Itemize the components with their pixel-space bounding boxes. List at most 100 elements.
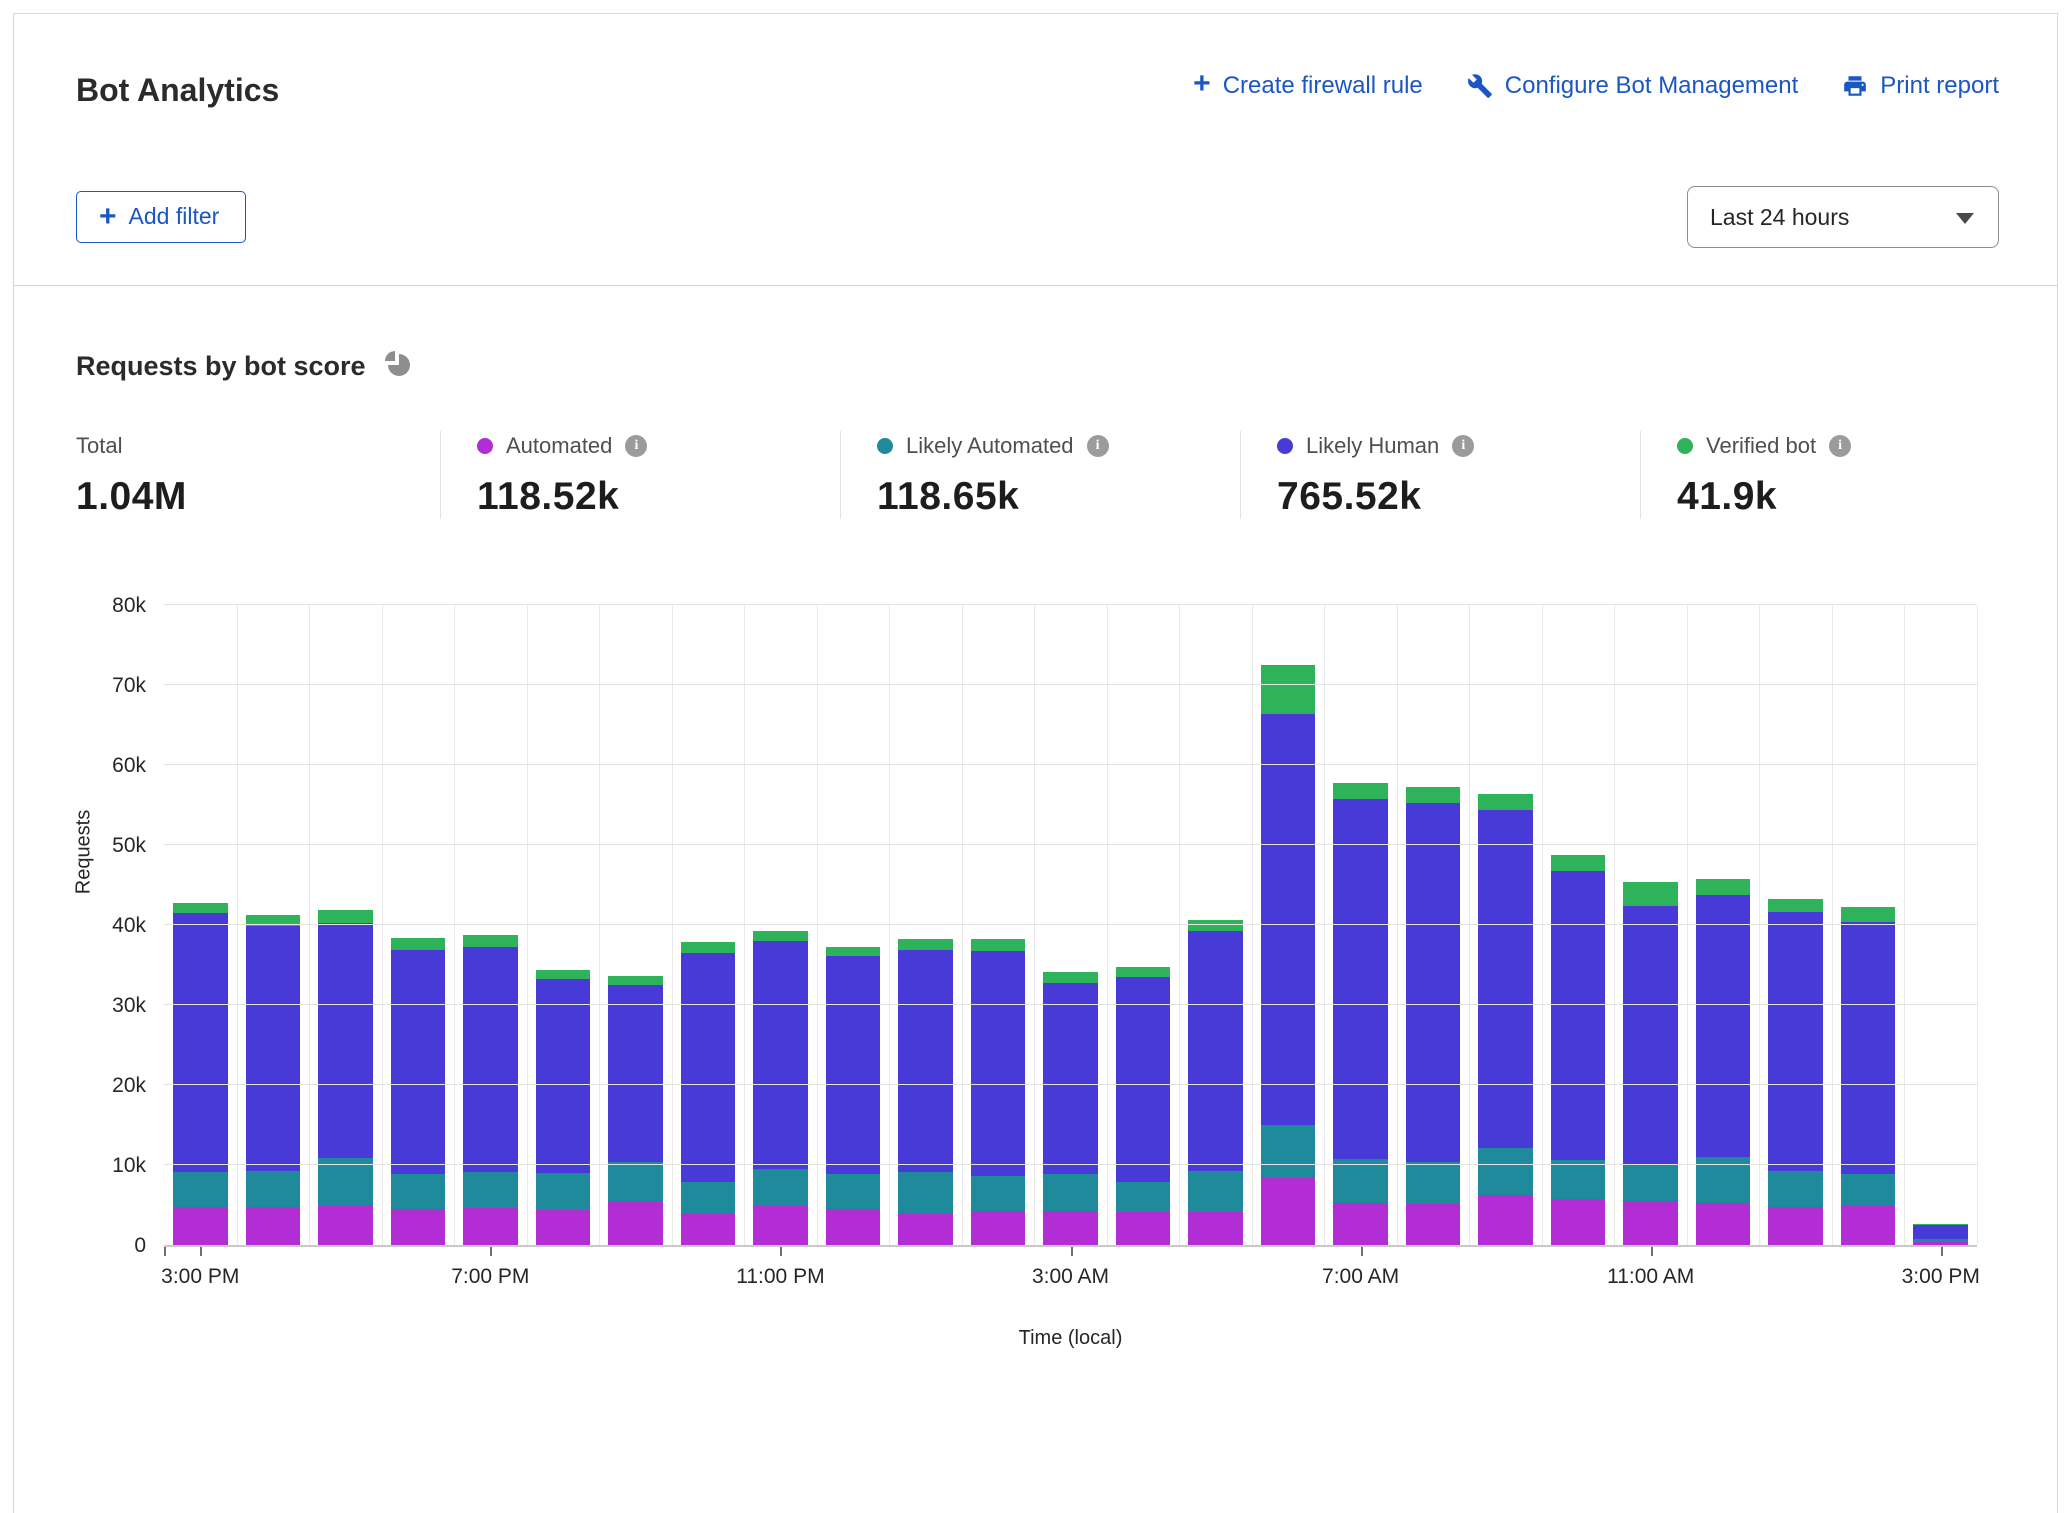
info-icon[interactable]: i <box>1086 435 1109 457</box>
bar-12-00-am-9[interactable] <box>817 605 890 1245</box>
segment-verified-bot <box>1623 881 1678 906</box>
bar-11-00-am-20[interactable] <box>1614 605 1687 1245</box>
info-icon[interactable]: i <box>1452 435 1475 457</box>
h-gridline <box>164 764 1977 765</box>
bar-1-00-am-10[interactable] <box>889 605 962 1245</box>
y-tick-label: 10k <box>112 1154 146 1177</box>
v-gridline <box>454 605 456 1245</box>
h-gridline <box>164 684 1977 685</box>
bar-8-00-pm-5[interactable] <box>527 605 600 1245</box>
segment-likely-automated <box>825 1173 881 1210</box>
x-tick-label: 3:00 PM <box>1901 1265 1980 1288</box>
segment-likely-human <box>1260 713 1316 1126</box>
bar-11-00-pm-8[interactable] <box>744 605 817 1245</box>
stat-label-row: Automated i <box>477 431 840 461</box>
segment-verified-bot <box>1043 972 1098 983</box>
bar-3-00-am-12[interactable] <box>1034 605 1107 1245</box>
x-tick-origin <box>164 1247 166 1256</box>
bar-3-00-pm-24[interactable] <box>1904 605 1977 1245</box>
x-tick-label: 3:00 PM <box>161 1265 240 1288</box>
segment-likely-automated <box>173 1172 228 1208</box>
stat-label: Automated <box>506 433 613 458</box>
plot-area: 0 10k 20k 30k 40k 50k 60k 70k 80k <box>112 594 1978 1257</box>
segment-likely-automated <box>1478 1148 1533 1195</box>
segment-verified-bot <box>1550 855 1606 871</box>
segment-likely-automated <box>1115 1182 1171 1213</box>
segment-automated <box>1913 1241 1968 1245</box>
bar-10-00-am-19[interactable] <box>1542 605 1615 1245</box>
y-tick-label: 0 <box>134 1234 146 1257</box>
stat-label-row: Likely Automated i <box>877 431 1240 461</box>
segment-automated <box>1188 1212 1243 1245</box>
v-gridline <box>1686 605 1688 1245</box>
stat-label: Total <box>76 433 123 458</box>
v-gridline <box>1904 605 1906 1245</box>
bar-5-00-pm-2[interactable] <box>309 605 382 1245</box>
add-filter-button[interactable]: + Add filter <box>76 191 247 243</box>
bar-9-00-pm-6[interactable] <box>599 605 672 1245</box>
legend-dot-likely-automated <box>877 438 893 454</box>
segment-likely-human <box>898 949 953 1173</box>
header-link-configure-bot-management[interactable]: Configure Bot Management <box>1467 72 1798 100</box>
bar-7-00-pm-4[interactable] <box>454 605 527 1245</box>
segment-automated <box>1478 1194 1533 1245</box>
printer-icon <box>1842 73 1868 99</box>
v-gridline <box>1977 605 1978 1245</box>
bar-3-00-pm-0[interactable] <box>164 605 237 1245</box>
info-icon[interactable]: i <box>1829 435 1852 457</box>
v-gridline <box>1614 605 1616 1245</box>
header-actions: + Create firewall rule Configure Bot Manag… <box>1193 69 1999 100</box>
v-gridline <box>1179 605 1181 1245</box>
header-link-print-report[interactable]: Print report <box>1842 72 1999 100</box>
segment-automated <box>1768 1206 1823 1245</box>
bar-1-00-pm-22[interactable] <box>1759 605 1832 1245</box>
bar-6-00-pm-3[interactable] <box>382 605 455 1245</box>
toolbar-row: + Add filter Last 24 hours <box>76 186 1999 248</box>
bar-4-00-am-13[interactable] <box>1107 605 1180 1245</box>
x-tick-label: 3:00 AM <box>1031 1265 1110 1288</box>
v-gridline <box>1251 605 1253 1245</box>
bar-2-00-pm-23[interactable] <box>1832 605 1905 1245</box>
segment-likely-automated <box>1768 1171 1823 1207</box>
time-range-select[interactable]: Last 24 hours <box>1687 186 1999 248</box>
bar-8-00-am-17[interactable] <box>1397 605 1470 1245</box>
segment-likely-human <box>1550 870 1606 1161</box>
stat-value: 118.65k <box>877 475 1020 518</box>
bar-6-00-am-15[interactable] <box>1252 605 1325 1245</box>
bar-2-00-am-11[interactable] <box>962 605 1035 1245</box>
bar-5-00-am-14[interactable] <box>1179 605 1252 1245</box>
segment-automated <box>245 1206 301 1245</box>
stat-label: Likely Automated <box>906 433 1074 458</box>
segment-likely-human <box>1478 809 1533 1149</box>
segment-likely-automated <box>1043 1173 1098 1212</box>
segment-automated <box>1840 1205 1896 1245</box>
add-filter-label: Add filter <box>128 203 220 229</box>
info-icon[interactable]: i <box>625 435 648 457</box>
segment-automated <box>1115 1212 1171 1245</box>
stat-likely-human: Likely Human i 765.52k <box>1240 431 1640 519</box>
segment-verified-bot <box>898 939 953 950</box>
y-axis-title: Requests <box>72 809 95 895</box>
bar-12-00-pm-21[interactable] <box>1687 605 1760 1245</box>
x-tick-label: 11:00 AM <box>1607 1265 1695 1288</box>
header-link-label: Create firewall rule <box>1222 72 1423 99</box>
stat-value: 765.52k <box>1277 475 1422 518</box>
section-title: Requests by bot score <box>76 351 366 381</box>
segment-likely-human <box>825 956 881 1174</box>
v-gridline <box>599 605 601 1245</box>
bar-10-00-pm-7[interactable] <box>672 605 745 1245</box>
segment-likely-human <box>1768 912 1823 1172</box>
stat-total: Total 1.04M <box>76 431 440 519</box>
bar-4-00-pm-1[interactable] <box>237 605 310 1245</box>
segment-verified-bot <box>390 937 446 950</box>
segment-likely-automated <box>1913 1238 1968 1242</box>
segment-likely-human <box>245 925 301 1172</box>
segment-likely-automated <box>1550 1160 1606 1200</box>
segment-likely-human <box>1333 798 1388 1159</box>
segment-automated <box>680 1214 736 1245</box>
bar-7-00-am-16[interactable] <box>1324 605 1397 1245</box>
bar-9-00-am-18[interactable] <box>1469 605 1542 1245</box>
stat-value: 118.52k <box>477 475 620 518</box>
segment-likely-automated <box>245 1171 301 1207</box>
header-link-create-firewall-rule[interactable]: + Create firewall rule <box>1193 69 1423 100</box>
